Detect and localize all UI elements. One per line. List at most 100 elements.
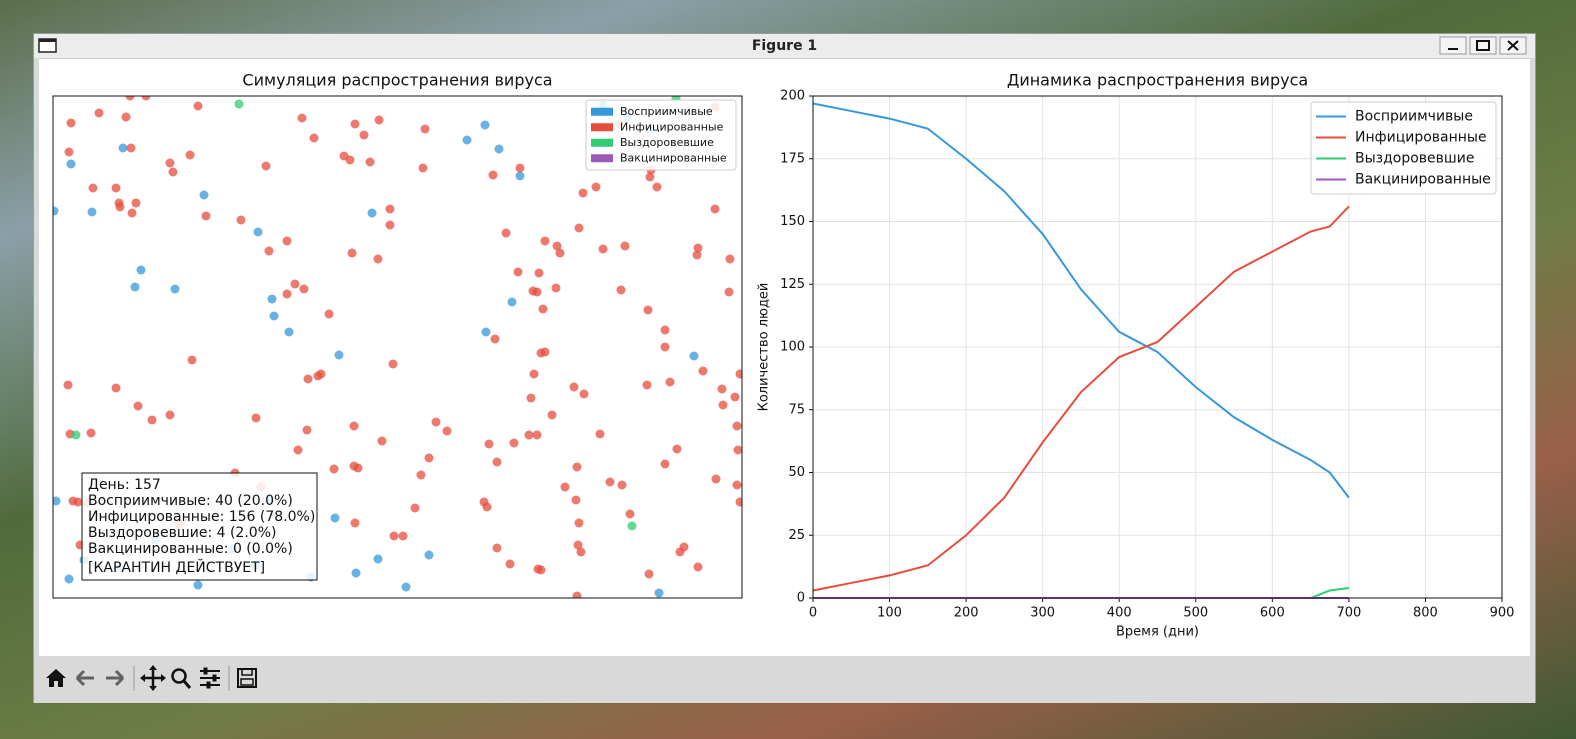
agent-point bbox=[269, 311, 279, 321]
pan-button[interactable] bbox=[140, 665, 166, 691]
agent-point bbox=[574, 518, 584, 528]
agent-point bbox=[334, 350, 344, 360]
agent-point bbox=[529, 369, 539, 379]
agent-point bbox=[187, 355, 197, 365]
agent-point bbox=[654, 588, 664, 598]
agent-point bbox=[733, 445, 742, 455]
agent-point bbox=[484, 439, 494, 449]
x-tick-label: 500 bbox=[1183, 606, 1208, 621]
agent-point bbox=[492, 457, 502, 467]
home-button[interactable] bbox=[46, 669, 66, 687]
agent-point bbox=[297, 113, 307, 123]
agent-point bbox=[560, 482, 570, 492]
agent-point bbox=[569, 382, 579, 392]
agent-point bbox=[264, 246, 274, 256]
agent-point bbox=[551, 283, 561, 293]
agent-point bbox=[373, 554, 383, 564]
x-axis-label: Время (дни) bbox=[1116, 625, 1199, 640]
x-tick-label: 0 bbox=[809, 606, 817, 621]
agent-point bbox=[302, 425, 312, 435]
agent-point bbox=[88, 183, 98, 193]
agent-point bbox=[365, 157, 375, 167]
agent-point bbox=[253, 227, 263, 237]
agent-point bbox=[359, 130, 369, 140]
agent-point bbox=[616, 285, 626, 295]
agent-point bbox=[540, 236, 550, 246]
agent-point bbox=[115, 202, 125, 212]
x-tick-label: 200 bbox=[954, 606, 979, 621]
agent-point bbox=[625, 509, 635, 519]
agent-point bbox=[388, 359, 398, 369]
agent-point bbox=[86, 428, 96, 438]
agent-point bbox=[555, 248, 565, 258]
agent-point bbox=[349, 421, 359, 431]
info-text: Выздоровевшие: 4 (2.0%) bbox=[88, 525, 276, 541]
plot-frame bbox=[812, 95, 1503, 599]
toolbar bbox=[34, 656, 1535, 703]
agent-point bbox=[401, 582, 411, 592]
agent-point bbox=[185, 150, 195, 160]
agent-point bbox=[643, 305, 653, 315]
y-tick-label: 150 bbox=[780, 214, 805, 229]
agent-point bbox=[717, 384, 727, 394]
legend-label: Инфицированные bbox=[620, 120, 724, 133]
legend-patch bbox=[591, 154, 613, 163]
agent-point bbox=[282, 236, 292, 246]
agent-point bbox=[693, 562, 703, 572]
agent-point bbox=[735, 497, 742, 507]
configure-button[interactable] bbox=[200, 667, 220, 689]
agent-point bbox=[251, 413, 261, 423]
agent-point bbox=[505, 559, 515, 569]
y-tick-label: 175 bbox=[780, 151, 805, 166]
agent-point bbox=[482, 502, 492, 512]
agent-point bbox=[605, 477, 615, 487]
agent-point bbox=[492, 543, 502, 553]
agent-point bbox=[574, 223, 584, 233]
y-tick-label: 50 bbox=[788, 465, 805, 480]
agent-point bbox=[201, 211, 211, 221]
legend-label: Вакцинированные bbox=[620, 151, 727, 164]
legend-patch bbox=[591, 107, 613, 116]
legend-label: Восприимчивые bbox=[1355, 109, 1473, 125]
agent-point bbox=[199, 190, 209, 200]
chart-title: Симуляция распространения вируса bbox=[242, 71, 552, 90]
agent-point bbox=[424, 453, 434, 463]
info-text: День: 157 bbox=[88, 477, 161, 493]
agent-point bbox=[571, 495, 581, 505]
agent-point bbox=[572, 591, 582, 598]
agent-point bbox=[598, 244, 608, 254]
series-line bbox=[812, 102, 1350, 499]
forward-button[interactable] bbox=[106, 669, 125, 687]
agent-point bbox=[528, 286, 538, 296]
agent-point bbox=[416, 470, 426, 480]
agent-point bbox=[284, 327, 294, 337]
agent-point bbox=[193, 101, 203, 111]
minimize-button[interactable] bbox=[1439, 36, 1467, 55]
agent-point bbox=[660, 325, 670, 335]
save-button[interactable] bbox=[237, 668, 257, 688]
x-tick-label: 300 bbox=[1030, 606, 1055, 621]
agent-point bbox=[627, 521, 637, 531]
agent-point bbox=[418, 163, 428, 173]
agent-point bbox=[170, 284, 180, 294]
agent-point bbox=[494, 144, 504, 154]
zoom-button[interactable] bbox=[171, 668, 192, 689]
agent-point bbox=[488, 170, 498, 180]
agent-point bbox=[293, 445, 303, 455]
agent-point bbox=[63, 380, 73, 390]
agent-point bbox=[350, 518, 360, 528]
window-title: Figure 1 bbox=[751, 38, 818, 54]
agent-point bbox=[509, 438, 519, 448]
x-tick-label: 600 bbox=[1260, 606, 1285, 621]
toolbar-icons bbox=[46, 665, 257, 691]
back-button[interactable] bbox=[75, 669, 94, 687]
agent-point bbox=[652, 182, 662, 192]
agent-point bbox=[130, 282, 140, 292]
frame-right bbox=[1530, 58, 1535, 656]
agent-point bbox=[732, 421, 742, 431]
agent-point bbox=[660, 459, 670, 469]
agent-point bbox=[526, 393, 536, 403]
agent-point bbox=[515, 171, 525, 181]
agent-point bbox=[732, 480, 742, 490]
